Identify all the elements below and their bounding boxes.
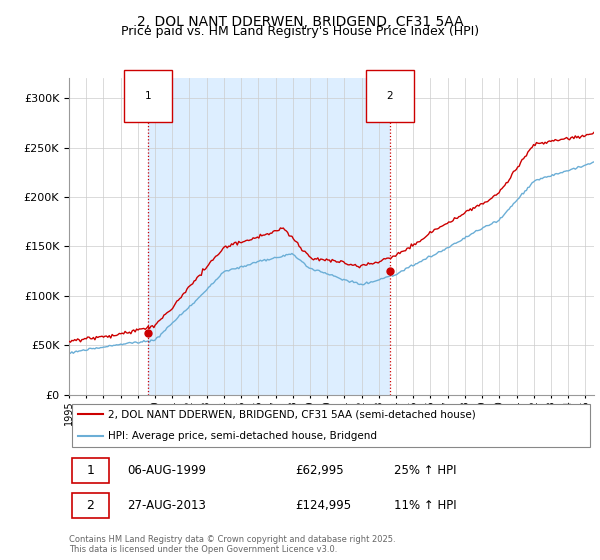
Text: 2, DOL NANT DDERWEN, BRIDGEND, CF31 5AA (semi-detached house): 2, DOL NANT DDERWEN, BRIDGEND, CF31 5AA …: [109, 409, 476, 419]
Text: 2: 2: [86, 499, 94, 512]
FancyBboxPatch shape: [71, 493, 109, 517]
Text: Price paid vs. HM Land Registry's House Price Index (HPI): Price paid vs. HM Land Registry's House …: [121, 25, 479, 38]
FancyBboxPatch shape: [71, 458, 109, 483]
Text: £124,995: £124,995: [295, 499, 351, 512]
Text: 27-AUG-2013: 27-AUG-2013: [127, 499, 206, 512]
Text: 11% ↑ HPI: 11% ↑ HPI: [395, 499, 457, 512]
Text: £62,995: £62,995: [295, 464, 343, 477]
Text: 25% ↑ HPI: 25% ↑ HPI: [395, 464, 457, 477]
Text: 1: 1: [145, 91, 151, 101]
Text: 06-AUG-1999: 06-AUG-1999: [127, 464, 206, 477]
Text: Contains HM Land Registry data © Crown copyright and database right 2025.
This d: Contains HM Land Registry data © Crown c…: [69, 535, 395, 554]
Text: HPI: Average price, semi-detached house, Bridgend: HPI: Average price, semi-detached house,…: [109, 431, 377, 441]
Text: 2, DOL NANT DDERWEN, BRIDGEND, CF31 5AA: 2, DOL NANT DDERWEN, BRIDGEND, CF31 5AA: [137, 15, 463, 29]
FancyBboxPatch shape: [71, 404, 590, 447]
Text: 1: 1: [86, 464, 94, 477]
Bar: [148, 78, 390, 395]
Text: 2: 2: [387, 91, 394, 101]
